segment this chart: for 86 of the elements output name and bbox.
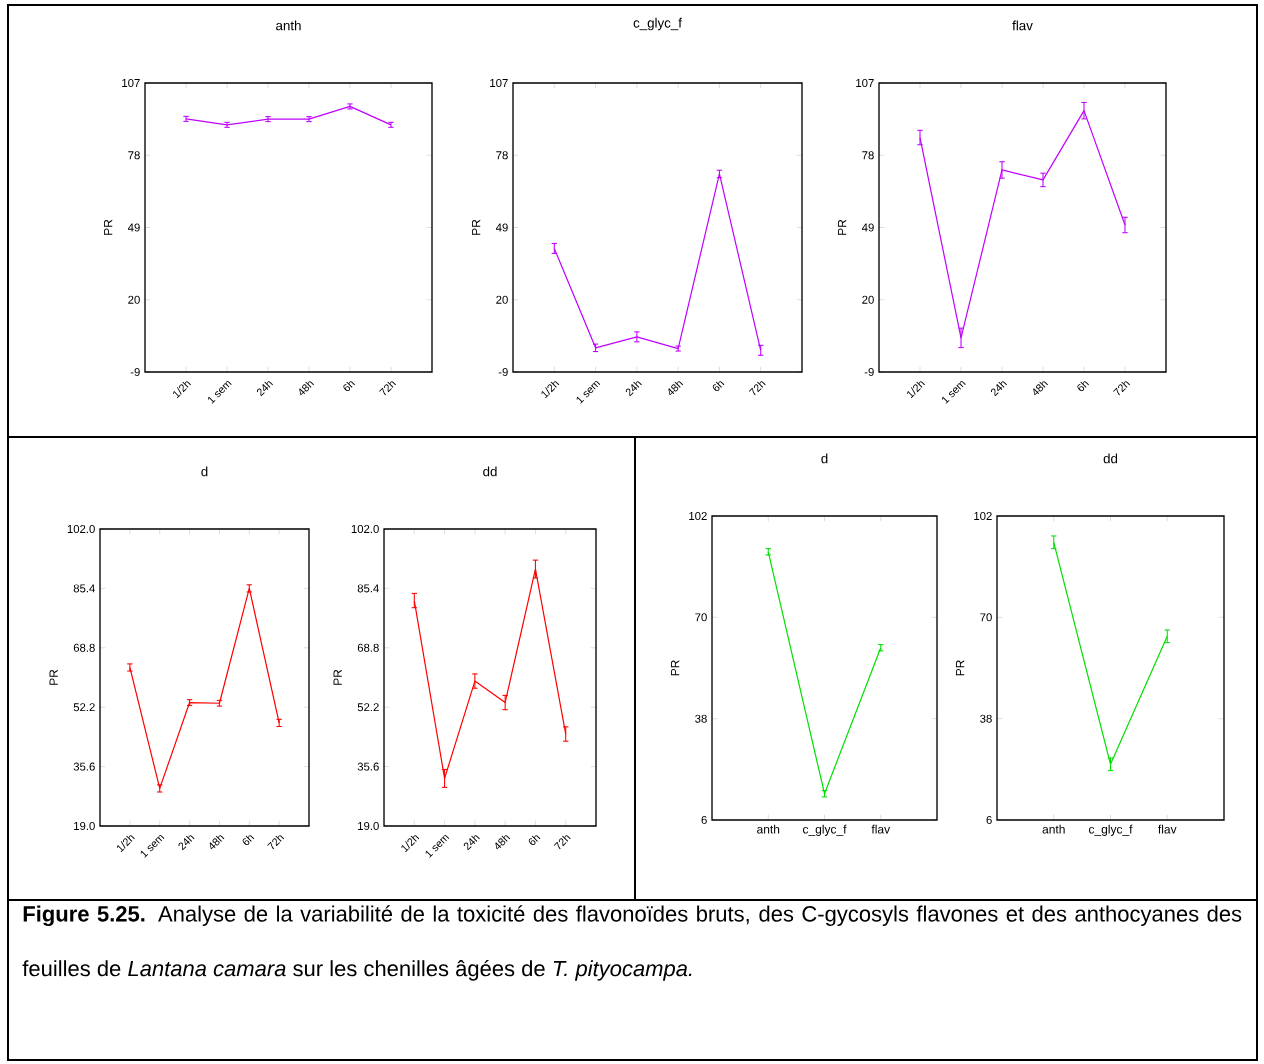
y-axis-title: PR (333, 669, 342, 685)
x-tick-label: c_glyc_f (803, 824, 847, 836)
y-tick-label: 35.6 (357, 762, 379, 771)
y-tick-label: 20 (128, 295, 140, 304)
y-tick-label: 102 (974, 512, 992, 521)
x-tick-label: 24h (256, 381, 273, 397)
y-tick-label: 38 (980, 714, 992, 723)
y-tick-label: 78 (496, 151, 508, 160)
y-tick-label: 49 (861, 223, 874, 232)
x-tick-label: 1 sem (425, 834, 450, 858)
y-tick-label: 107 (490, 78, 508, 87)
x-tick-label: 72h (267, 835, 285, 850)
x-tick-label: 24h (990, 381, 1007, 397)
x-tick-label: 6h (712, 381, 725, 392)
y-tick-label: 107 (122, 78, 140, 87)
x-tick-label: 72h (748, 381, 766, 396)
y-tick-label: 78 (862, 151, 874, 160)
x-tick-label: 1 sem (576, 380, 601, 404)
x-tick-label: 1 sem (208, 380, 232, 404)
y-axis-title: PR (955, 660, 965, 676)
y-tick-label: -9 (498, 367, 508, 376)
x-tick-label: flav (1158, 824, 1177, 834)
x-tick-label: c_glyc_f (1088, 824, 1133, 836)
y-tick-label: 6 (701, 815, 707, 824)
x-tick-label: 1 sem (942, 380, 966, 404)
x-tick-label: 1/2h (117, 835, 135, 853)
y-tick-label: 49 (127, 223, 140, 232)
x-tick-label: 1/2h (401, 835, 420, 853)
y-tick-label: 107 (856, 78, 874, 87)
y-tick-label: 20 (496, 295, 508, 304)
x-tick-label: 1 sem (140, 834, 165, 858)
chart-title: d (201, 466, 208, 477)
x-tick-label: flav (871, 824, 891, 834)
y-tick-label: 19.0 (358, 821, 379, 830)
y-tick-label: 78 (128, 151, 140, 160)
y-tick-label: 52.2 (357, 703, 379, 712)
y-tick-label: 85.4 (73, 584, 95, 593)
y-axis-title: PR (471, 219, 481, 235)
chart-title: anth (276, 20, 301, 31)
x-tick-label: 48h (668, 381, 684, 396)
y-axis-title: PR (837, 219, 847, 235)
chart-title: flav (1012, 20, 1033, 31)
y-tick-label: 20 (862, 295, 874, 304)
x-tick-label: 6h (242, 835, 255, 846)
x-tick-label: 72h (379, 381, 396, 396)
y-tick-label: -9 (130, 367, 140, 376)
x-tick-label: anth (757, 824, 780, 834)
x-tick-label: 72h (1113, 381, 1130, 396)
x-tick-label: 24h (463, 835, 480, 851)
chart-title: dd (483, 466, 497, 477)
y-tick-label: 52.2 (73, 703, 95, 712)
y-axis-title: PR (49, 669, 58, 685)
x-tick-label: 1/2h (173, 381, 191, 399)
x-tick-label: 48h (299, 381, 314, 396)
x-tick-label: 24h (178, 835, 195, 851)
y-tick-label: 70 (980, 613, 992, 622)
y-tick-label: 68.8 (73, 643, 95, 652)
y-tick-label: 68.8 (357, 643, 379, 652)
y-tick-label: 102.0 (351, 524, 379, 533)
y-tick-label: 49 (495, 223, 508, 232)
x-tick-label: 72h (553, 835, 571, 850)
text: Figure 5.25. Analyse de la variabilité de la toxicité des flavonoïdes bruts, des C-gycosyls flavones et des anthocyanes des feuilles de Lantana camara sur les chenilles âgées de T. pityocampa. (22, 905, 1242, 981)
y-axis-title: PR (670, 660, 680, 676)
chart-title: c_glyc_f (633, 17, 682, 31)
y-axis-title: PR (103, 219, 113, 235)
y-tick-label: 19.0 (74, 821, 95, 830)
y-tick-label: 35.6 (73, 762, 95, 771)
y-tick-label: -9 (864, 367, 874, 376)
y-tick-label: 70 (695, 613, 707, 622)
x-tick-label: anth (1042, 824, 1065, 834)
y-tick-label: 85.4 (357, 584, 379, 593)
y-tick-label: 6 (986, 815, 992, 824)
x-tick-label: 6h (528, 835, 541, 846)
x-tick-label: 1/2h (541, 381, 560, 399)
x-tick-label: 6h (1077, 381, 1089, 392)
y-tick-label: 102.0 (67, 524, 95, 533)
y-tick-label: 38 (695, 714, 707, 723)
y-tick-label: 102 (689, 512, 707, 521)
x-tick-label: 48h (1033, 381, 1048, 396)
x-tick-label: 48h (495, 835, 511, 850)
x-tick-label: 6h (343, 381, 355, 392)
chart-title: dd (1103, 453, 1118, 464)
x-tick-label: 24h (625, 381, 642, 397)
x-tick-label: 48h (209, 835, 225, 850)
x-tick-label: 1/2h (907, 381, 925, 399)
chart-title: d (821, 453, 828, 464)
